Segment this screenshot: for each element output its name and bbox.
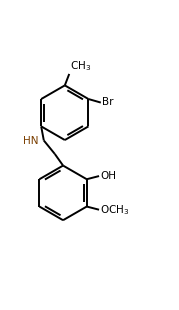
Text: CH$_3$: CH$_3$ xyxy=(70,60,91,73)
Text: OH: OH xyxy=(100,171,116,181)
Text: HN: HN xyxy=(23,136,38,146)
Text: OCH$_3$: OCH$_3$ xyxy=(100,203,129,217)
Text: Br: Br xyxy=(102,97,113,107)
